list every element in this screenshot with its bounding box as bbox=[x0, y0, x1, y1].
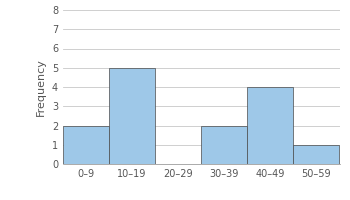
Bar bbox=[63, 126, 109, 164]
Bar bbox=[293, 145, 340, 164]
Bar bbox=[109, 68, 155, 164]
Bar bbox=[201, 126, 247, 164]
Y-axis label: Frequency: Frequency bbox=[36, 58, 46, 116]
Bar bbox=[247, 87, 293, 164]
